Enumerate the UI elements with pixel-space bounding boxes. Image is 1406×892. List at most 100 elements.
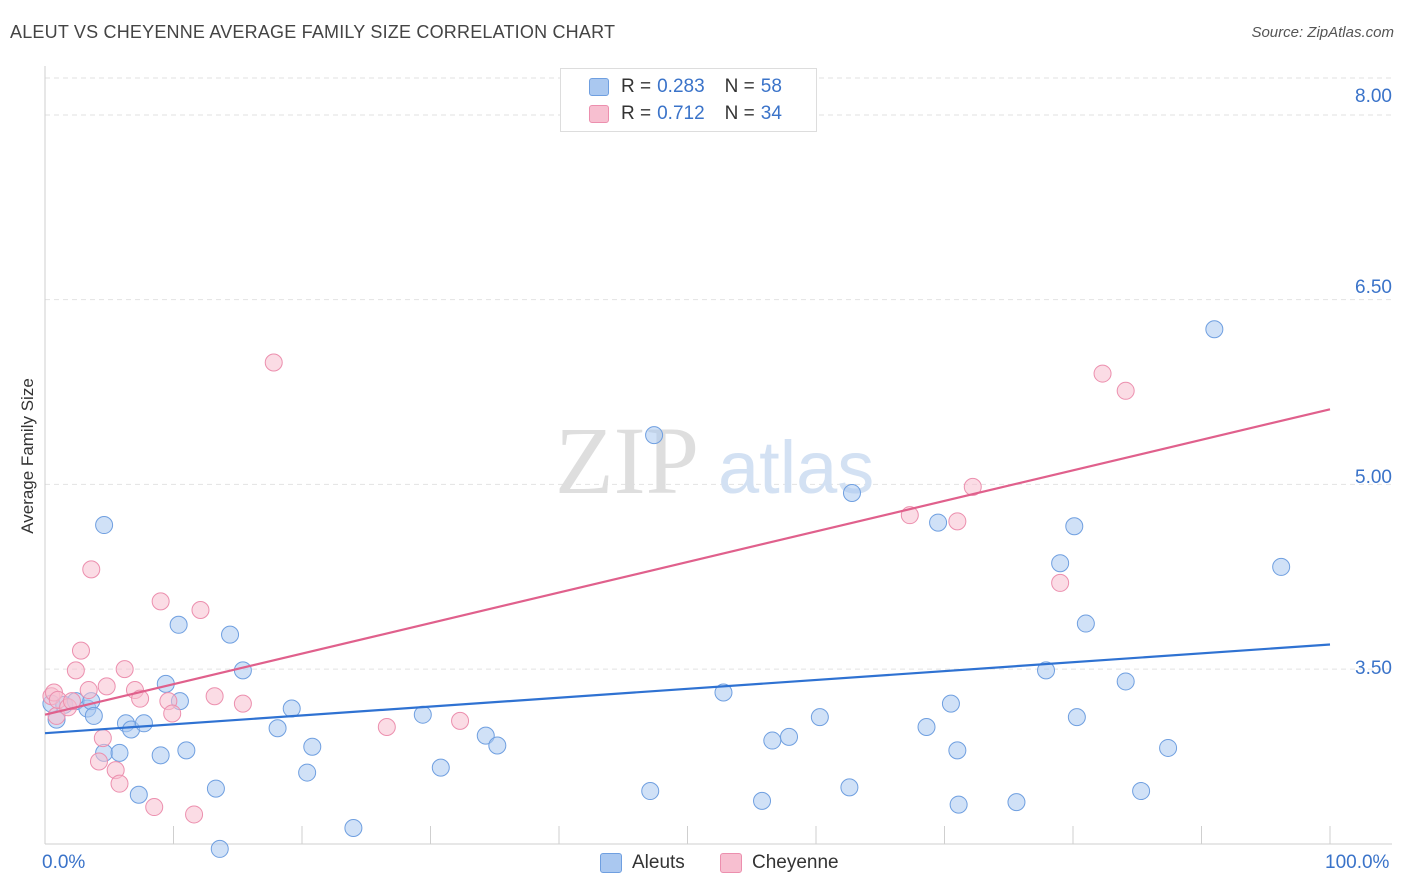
aleut-point (95, 516, 114, 535)
r-value: 0.283 (657, 76, 705, 97)
r-label: R = (621, 103, 652, 124)
aleut-point (780, 727, 799, 746)
aleut-point (1159, 738, 1178, 757)
aleut-point (941, 694, 960, 713)
cheyenne-point (89, 752, 108, 771)
watermark-zip: ZIP (555, 407, 699, 514)
chart-title: ALEUT VS CHEYENNE AVERAGE FAMILY SIZE CO… (10, 22, 616, 42)
aleut-point (282, 699, 301, 718)
cheyenne-point (93, 729, 112, 748)
aleut-point (948, 741, 967, 760)
grid-layer (45, 77, 1392, 670)
aleut-point (1037, 661, 1056, 680)
aleut-point (1076, 614, 1095, 633)
aleut-point (645, 426, 664, 445)
aleut-point (233, 661, 252, 680)
aleut-point (129, 785, 148, 804)
aleut-point (753, 791, 772, 810)
cheyenne-point (1093, 364, 1112, 383)
aleut-point (763, 731, 782, 750)
aleut-point (714, 683, 733, 702)
r-label: R = (621, 76, 652, 97)
y-tick-label: 5.00 (1355, 467, 1392, 488)
cheyenne-trend-line (44, 408, 1331, 716)
axis-layer (44, 66, 1392, 845)
aleut-point (949, 795, 968, 814)
aleut-point (929, 513, 948, 532)
cheyenne-point (233, 694, 252, 713)
cheyenne-point (151, 592, 170, 611)
n-label: N = (724, 76, 755, 97)
cheyenne-point (205, 687, 224, 706)
cheyenne-point (451, 711, 470, 730)
y-axis-label: Average Family Size (18, 378, 37, 534)
aleut-point (110, 743, 129, 762)
aleut-point (488, 736, 507, 755)
cheyenne-point (131, 689, 150, 708)
r-value: 0.712 (657, 103, 705, 124)
n-value: 58 (760, 76, 782, 97)
aleuts-legend-swatch (600, 853, 622, 873)
aleut-trend-line (44, 643, 1331, 735)
cheyenne-point (115, 660, 134, 679)
bottom-legend-cheyenne: Cheyenne (720, 852, 839, 874)
aleut-point (84, 706, 103, 725)
aleut-point (641, 782, 660, 801)
aleut-point (134, 714, 153, 733)
aleuts-swatch (589, 78, 609, 96)
n-value: 34 (760, 103, 782, 124)
aleut-point (169, 615, 188, 634)
x-tick-label-min: 0.0% (42, 852, 86, 873)
aleut-point (476, 726, 495, 745)
aleut-point (842, 484, 861, 503)
aleut-point (268, 719, 287, 738)
cheyenne-point (79, 681, 98, 700)
aleut-point (1205, 320, 1224, 339)
trend-layer (44, 408, 1331, 735)
cheyenne-point (62, 692, 81, 711)
legend-row-aleuts: R = 0.283 N = 58 (589, 75, 782, 99)
points-layer (42, 320, 1291, 858)
aleut-point (221, 625, 240, 644)
aleut-point (210, 839, 229, 858)
bottom-legend-aleuts: Aleuts (600, 852, 685, 874)
cheyenne-point (191, 601, 210, 620)
aleut-point (1116, 672, 1135, 691)
cheyenne-point (163, 704, 182, 723)
aleut-point (1051, 554, 1070, 573)
y-tick-label: 3.50 (1355, 658, 1392, 679)
correlation-legend: R = 0.283 N = 58 R = 0.712 N = 34 (560, 68, 817, 132)
aleut-point (1007, 793, 1026, 812)
cheyenne-point (948, 512, 967, 531)
cheyenne-point (377, 718, 396, 737)
x-tick-label-max: 100.0% (1325, 852, 1390, 873)
cheyenne-point (71, 641, 90, 660)
aleut-point (151, 746, 170, 765)
cheyenne-point (1051, 573, 1070, 592)
aleut-point (1132, 782, 1151, 801)
aleut-point (344, 818, 363, 837)
aleut-point (1065, 517, 1084, 536)
source-label: Source: ZipAtlas.com (1251, 24, 1394, 41)
aleut-point (917, 718, 936, 737)
cheyenne-point (185, 805, 204, 824)
cheyenne-point (963, 477, 982, 496)
cheyenne-point (110, 774, 129, 793)
aleut-point (303, 737, 322, 756)
cheyenne-swatch (589, 105, 609, 123)
cheyenne-point (145, 798, 164, 817)
aleut-point (810, 708, 829, 727)
aleut-point (177, 741, 196, 760)
aleut-point (1067, 708, 1086, 727)
aleut-point (298, 763, 317, 782)
cheyenne-legend-label: Cheyenne (752, 852, 839, 873)
aleut-point (206, 779, 225, 798)
aleut-point (840, 778, 859, 797)
n-label: N = (724, 103, 755, 124)
y-tick-label: 8.00 (1355, 86, 1392, 107)
cheyenne-point (66, 661, 85, 680)
cheyenne-legend-swatch (720, 853, 742, 873)
aleut-point (413, 705, 432, 724)
cheyenne-point (1116, 381, 1135, 400)
